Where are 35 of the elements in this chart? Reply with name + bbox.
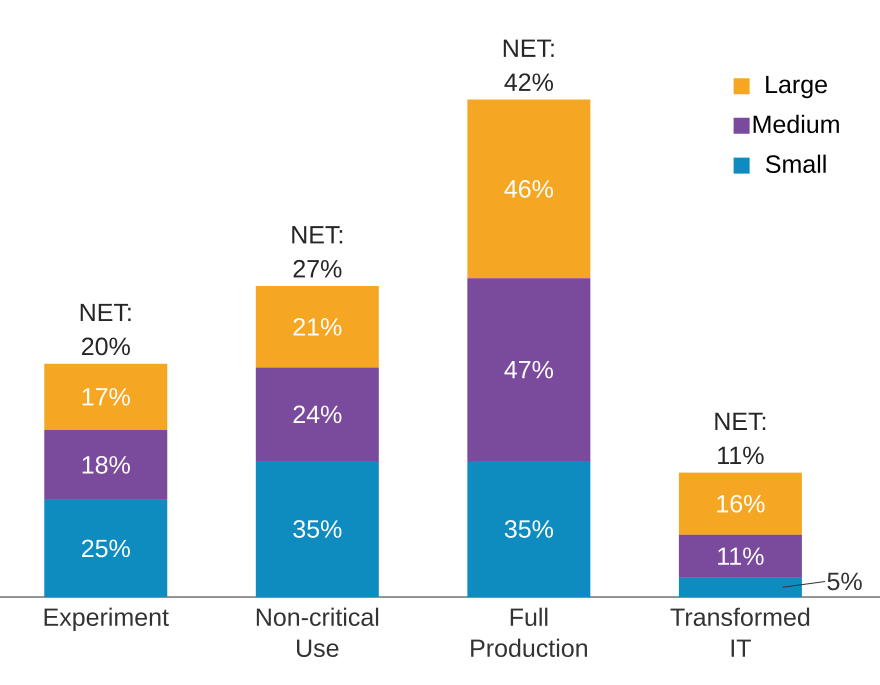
- bar: [467, 99, 590, 278]
- data-label: 25%: [82, 540, 130, 558]
- data-label: 21%: [294, 318, 342, 336]
- bar: [44, 500, 168, 597]
- bar: [678, 534, 802, 578]
- annotation: NET: 42%: [504, 40, 554, 91]
- bar: [467, 278, 590, 461]
- bar: [256, 368, 379, 461]
- data-label: 18%: [82, 456, 130, 474]
- data-label: 35%: [504, 520, 553, 538]
- bar: [467, 460, 590, 597]
- data-label: 35%: [293, 520, 342, 538]
- x-tick-label: Non-critical Use: [256, 608, 378, 658]
- data-label: 5%: [828, 572, 862, 590]
- bar: [256, 286, 379, 368]
- data-label: 47%: [504, 360, 553, 378]
- data-label: 46%: [504, 180, 553, 198]
- data-label: 11%: [718, 547, 764, 565]
- annotation: NET: 27%: [292, 226, 342, 278]
- legend-label: Small: [766, 154, 826, 174]
- bar: [678, 472, 802, 535]
- bar: [678, 578, 802, 597]
- legend-label: Large: [766, 76, 827, 98]
- data-label: 16%: [717, 494, 765, 513]
- data-label: 24%: [294, 406, 342, 424]
- annotation: NET: 11%: [715, 412, 766, 464]
- bar: [44, 430, 168, 500]
- bar: [44, 364, 168, 430]
- annotation: NET: 20%: [80, 304, 131, 356]
- x-tick-label: Full Production: [471, 608, 587, 658]
- x-tick-label: Experiment: [44, 608, 169, 631]
- x-tick-label: Transformed IT: [670, 608, 810, 657]
- bar: [256, 460, 379, 597]
- legend-label: Medium: [754, 114, 839, 134]
- data-label: 17%: [82, 388, 130, 406]
